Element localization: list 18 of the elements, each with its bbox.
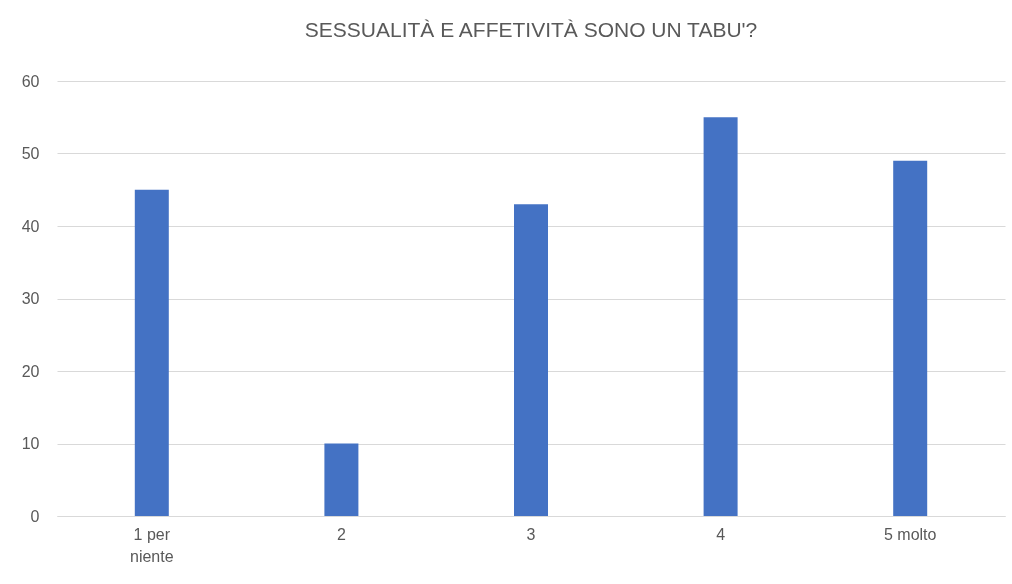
x-tick-label: 1 per niente [130, 525, 174, 565]
y-tick-label: 0 [30, 507, 40, 525]
y-tick-label: 40 [21, 217, 40, 235]
bar [134, 189, 169, 516]
bar [893, 160, 928, 516]
y-tick-label: 50 [21, 145, 40, 162]
bar [703, 117, 738, 516]
chart-title: SESSUALITÀ E AFFETIVITÀ SONO UN TABU'? [304, 18, 758, 41]
y-tick-label: 20 [21, 362, 40, 380]
y-tick-label: 60 [21, 72, 40, 90]
x-tick-label: 3 [526, 525, 536, 543]
bar [324, 443, 359, 516]
y-tick-label: 30 [21, 290, 40, 307]
bar [514, 204, 548, 516]
x-tick-label: 4 [716, 525, 726, 543]
x-tick-label: 2 [336, 525, 346, 543]
x-tick-label: 5 molto [883, 525, 937, 543]
y-tick-label: 10 [21, 435, 40, 452]
